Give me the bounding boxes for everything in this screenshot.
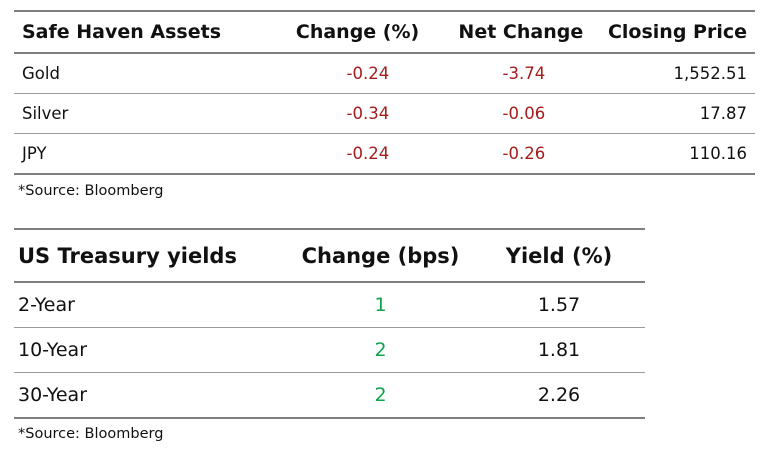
change-pct-value: -0.34 (267, 93, 420, 134)
us-treasury-yields-table: US Treasury yields Change (bps) Yield (%… (14, 228, 645, 419)
header-change-pct: Change (%) (267, 10, 420, 54)
table-row: 2-Year 1 1.57 (14, 282, 645, 328)
header-us-treasury-yields: US Treasury yields (14, 228, 288, 283)
tenor-label: 2-Year (14, 282, 288, 328)
change-pct-value: -0.24 (267, 53, 420, 94)
change-bps-value: 2 (288, 327, 473, 373)
tenor-label: 30-Year (14, 372, 288, 419)
table-row: 10-Year 2 1.81 (14, 327, 645, 373)
table-row: Gold -0.24 -3.74 1,552.51 (14, 53, 755, 94)
yield-value: 2.26 (473, 372, 645, 419)
change-bps-value: 1 (288, 282, 473, 328)
asset-name: Gold (14, 53, 268, 94)
table-row: 30-Year 2 2.26 (14, 372, 645, 419)
tenor-label: 10-Year (14, 327, 288, 373)
table-row: JPY -0.24 -0.26 110.16 (14, 133, 755, 175)
table-header-row: Safe Haven Assets Change (%) Net Change … (14, 10, 755, 54)
change-bps-value: 2 (288, 372, 473, 419)
header-net-change: Net Change (419, 10, 584, 54)
asset-name: Silver (14, 93, 268, 134)
table-header-row: US Treasury yields Change (bps) Yield (%… (14, 228, 645, 283)
yield-value: 1.81 (473, 327, 645, 373)
change-pct-value: -0.24 (267, 133, 420, 175)
net-change-value: -3.74 (419, 53, 584, 94)
source-note: *Source: Bloomberg (18, 426, 164, 442)
header-yield-pct: Yield (%) (473, 228, 645, 283)
asset-name: JPY (14, 133, 268, 175)
closing-price-value: 1,552.51 (583, 53, 755, 94)
header-safe-haven-assets: Safe Haven Assets (14, 10, 268, 54)
closing-price-value: 110.16 (583, 133, 755, 175)
source-note: *Source: Bloomberg (18, 183, 164, 199)
header-closing-price: Closing Price (583, 10, 755, 54)
safe-haven-assets-table: Safe Haven Assets Change (%) Net Change … (14, 10, 755, 175)
closing-price-value: 17.87 (583, 93, 755, 134)
net-change-value: -0.26 (419, 133, 584, 175)
net-change-value: -0.06 (419, 93, 584, 134)
header-change-bps: Change (bps) (288, 228, 473, 283)
table-row: Silver -0.34 -0.06 17.87 (14, 93, 755, 134)
yield-value: 1.57 (473, 282, 645, 328)
